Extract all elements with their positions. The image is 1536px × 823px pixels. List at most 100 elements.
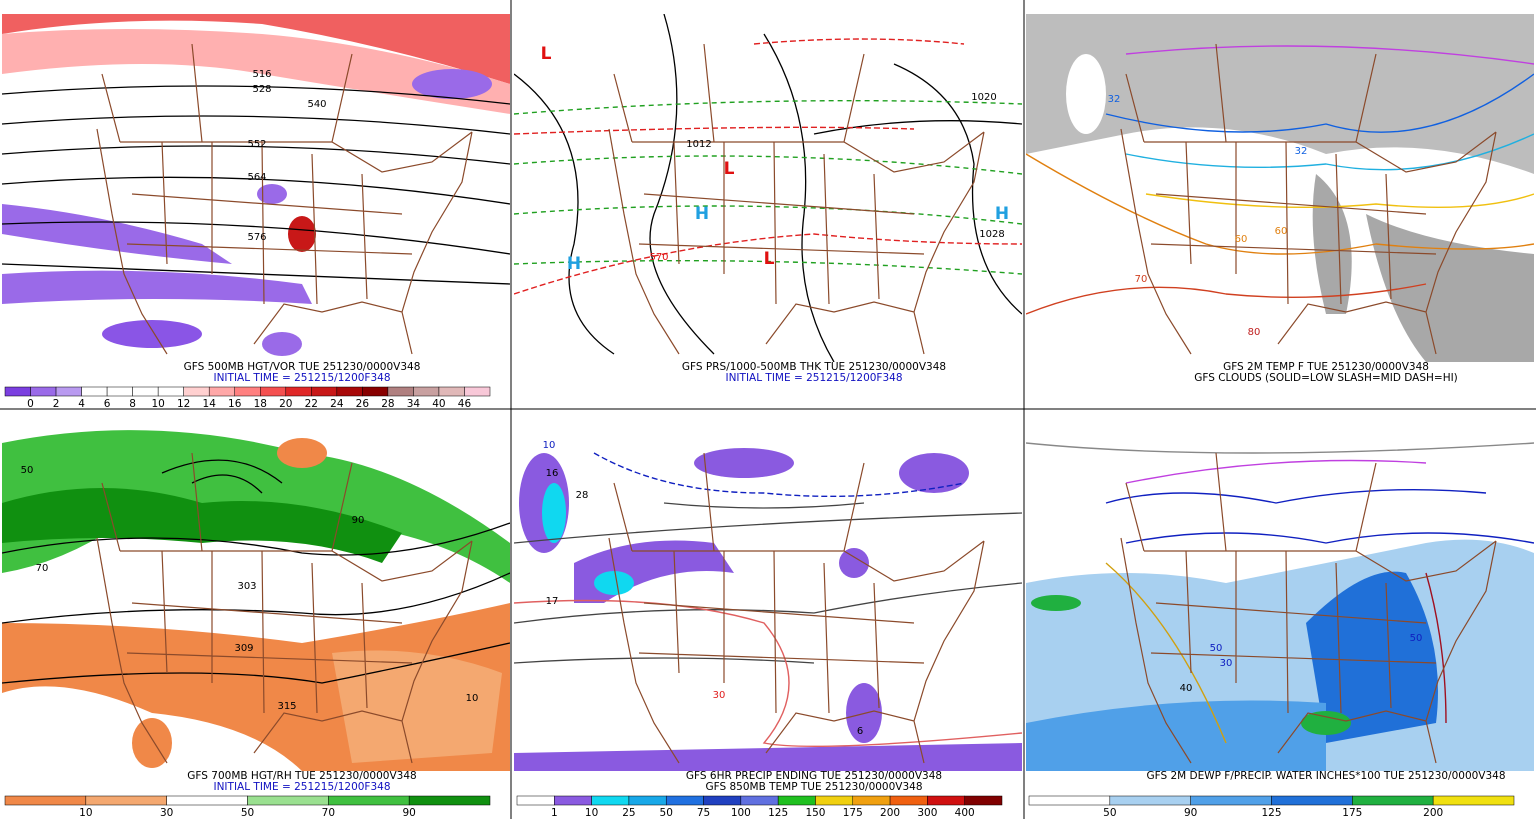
- map-label: 80: [1248, 327, 1261, 338]
- caption: GFS 500MB HGT/VOR TUE 251230/0000V348: [184, 361, 421, 373]
- map-label: 50: [1410, 633, 1423, 644]
- contour: [2, 85, 510, 105]
- shaded-area: [1306, 571, 1438, 743]
- map-content: 50 70 90 303 309 315 10: [2, 430, 510, 771]
- colorbar-cell: [964, 795, 1003, 806]
- shaded-area: [1031, 595, 1081, 611]
- colorbar-cell: [1271, 795, 1353, 806]
- colorbar-label: 6: [104, 398, 111, 410]
- map-label: 303: [237, 581, 256, 592]
- caption: INITIAL TIME = 251215/1200F348: [213, 781, 390, 793]
- colorbar-cell: [247, 795, 329, 806]
- map-label: 30: [713, 690, 726, 701]
- colorbar-label: 90: [402, 807, 415, 819]
- caption: GFS 6HR PRECIP ENDING TUE 251230/0000V34…: [686, 770, 942, 782]
- contour: [514, 582, 1022, 624]
- contour: [2, 115, 510, 135]
- map-label: L: [764, 249, 775, 269]
- colorbar-cell: [889, 795, 928, 806]
- shaded-area: [2, 488, 402, 563]
- colorbar-cell: [927, 795, 965, 806]
- panel: 50 70 90 303 309 315 10 GFS 700MB HGT/RH TUE 25…: [2, 423, 510, 819]
- map-label: H: [567, 254, 581, 274]
- shaded-area: [1066, 54, 1106, 134]
- map-label: 30: [1220, 658, 1233, 669]
- colorbar-cell: [665, 795, 704, 806]
- colorbar-cell: [464, 386, 491, 397]
- colorbar-label: 175: [1342, 807, 1362, 819]
- colorbar-label: 50: [241, 807, 254, 819]
- colorbar-label: 16: [228, 398, 242, 410]
- colorbar-cell: [4, 386, 31, 397]
- borders: [1120, 43, 1497, 355]
- map-label: 50: [21, 465, 34, 476]
- shaded-area: [1026, 700, 1326, 771]
- colorbar-cell: [516, 795, 555, 806]
- map-label: 516: [252, 69, 271, 80]
- colorbar-label: 90: [1184, 807, 1197, 819]
- map: L L L H H H 1012 1020 1028 570: [514, 14, 1022, 362]
- colorbar-label: 150: [805, 807, 825, 819]
- contour: [763, 33, 835, 362]
- contour: [1125, 459, 1427, 484]
- contour: [1026, 283, 1427, 315]
- map-label: 1020: [971, 92, 996, 103]
- caption: INITIAL TIME = 251215/1200F348: [725, 372, 902, 384]
- colorbar-cell: [362, 386, 389, 397]
- caption: GFS 2M DEWP F/PRECIP. WATER INCHES*100 T…: [1146, 770, 1505, 782]
- shaded-area: [277, 438, 327, 468]
- colorbar-cell: [852, 795, 891, 806]
- colorbar-cell: [387, 386, 414, 397]
- map: 516 528 540 552 564 576: [2, 14, 510, 356]
- map-label: 576: [247, 232, 266, 243]
- contour: [161, 459, 283, 484]
- shaded-area: [2, 270, 312, 304]
- contour: [514, 512, 1022, 544]
- map: 50 30 40 50: [1026, 442, 1534, 771]
- map-label: L: [541, 44, 552, 64]
- colorbar-cell: [132, 386, 159, 397]
- colorbar-label: 75: [697, 807, 710, 819]
- map-content: 10 16 28 17 6 30: [514, 440, 1022, 771]
- colorbar-cell: [1109, 795, 1191, 806]
- map-label: 70: [36, 563, 49, 574]
- colorbar-label: 2: [53, 398, 60, 410]
- map-label: L: [724, 159, 735, 179]
- map-label: 10: [543, 440, 556, 451]
- shaded-area: [1312, 174, 1352, 314]
- colorbar-cell: [1432, 795, 1515, 806]
- map-label: 16: [546, 468, 559, 479]
- contour: [191, 474, 263, 494]
- colorbar-cell: [157, 386, 184, 397]
- colorbar-label: 8: [129, 398, 136, 410]
- colorbar-cell: [106, 386, 133, 397]
- borders: [96, 43, 473, 355]
- colorbar-label: 100: [731, 807, 751, 819]
- shaded-area: [594, 571, 634, 595]
- shaded-area: [542, 483, 566, 543]
- colorbar-cell: [85, 795, 167, 806]
- colorbar-label: 30: [160, 807, 173, 819]
- contour: [2, 221, 510, 255]
- colorbar-cell: [183, 386, 210, 397]
- contour: [593, 452, 965, 498]
- map-label: 540: [307, 99, 326, 110]
- shaded-area: [1366, 214, 1534, 362]
- colorbar-label: 400: [955, 807, 975, 819]
- colorbar-label: 26: [356, 398, 370, 410]
- contour: [893, 63, 1022, 315]
- map-label: H: [995, 204, 1009, 224]
- colorbar-label: 20: [279, 398, 292, 410]
- contour: [1105, 562, 1227, 744]
- shaded-area: [2, 14, 510, 84]
- colorbar-cell: [1352, 795, 1434, 806]
- colorbar-cell: [408, 795, 491, 806]
- colorbar-label: 50: [660, 807, 673, 819]
- contour: [1026, 442, 1534, 454]
- panel: 50 30 40 50 GFS 2M DEWP F/PRECIP. WATER INCH…: [1026, 423, 1534, 819]
- shaded-area: [262, 332, 302, 356]
- contour: [1105, 488, 1487, 504]
- contour: [1145, 193, 1534, 209]
- shaded-area: [694, 448, 794, 478]
- colorbar-label: 125: [768, 807, 788, 819]
